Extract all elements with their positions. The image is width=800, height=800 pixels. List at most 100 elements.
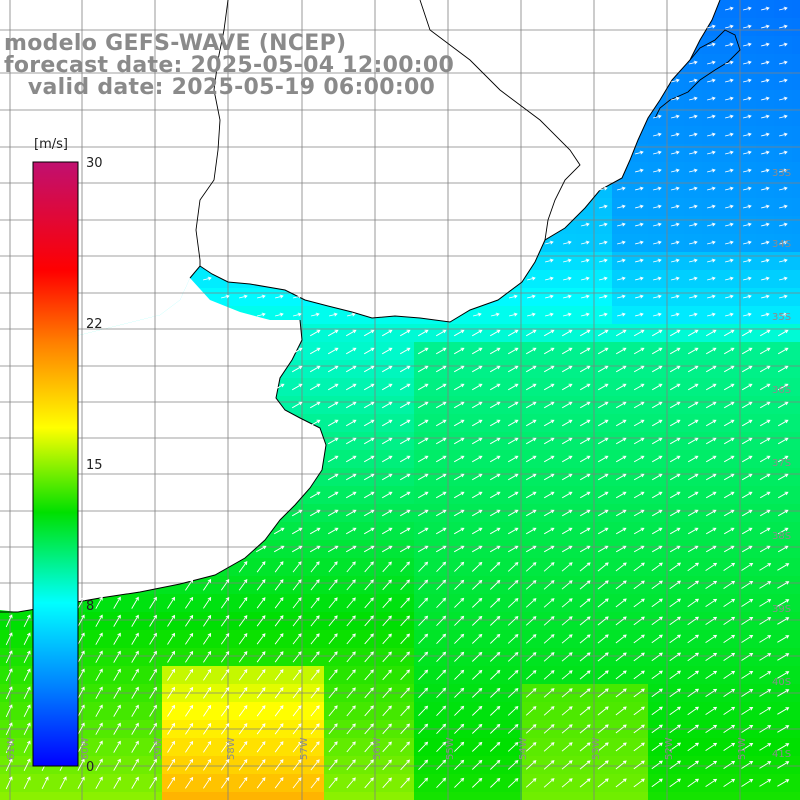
wind-arrow: [310, 579, 320, 591]
wind-arrow: [634, 312, 644, 317]
wind-arrow: [203, 668, 212, 681]
wind-arrow: [274, 615, 284, 627]
wind-arrow: [381, 455, 393, 463]
wind-arrow: [23, 776, 31, 790]
wind-arrow: [489, 419, 501, 427]
wind-arrow: [220, 294, 230, 299]
border-line: [195, 0, 229, 266]
wind-arrow: [256, 312, 266, 317]
wind-arrow: [489, 651, 501, 662]
wind-arrow: [543, 688, 555, 698]
wind-arrow: [346, 705, 356, 717]
wind-arrow: [688, 294, 698, 299]
wind-arrow: [417, 383, 429, 391]
wind-arrow: [256, 759, 266, 771]
wind-arrow: [724, 186, 734, 191]
wind-arrow: [382, 759, 392, 771]
wind-arrow: [292, 705, 302, 717]
wind-arrow: [579, 401, 591, 409]
wind-arrow: [705, 419, 717, 427]
field-cell: [576, 792, 594, 800]
wind-arrow: [291, 527, 303, 535]
wind-arrow: [95, 614, 103, 627]
wind-arrow: [292, 633, 302, 645]
wind-arrow: [345, 527, 357, 535]
wind-arrow: [688, 258, 698, 263]
field-cell: [90, 792, 108, 800]
wind-arrow: [651, 580, 663, 590]
wind-arrow: [363, 347, 375, 355]
wind-arrow: [400, 759, 411, 771]
wind-arrow: [309, 347, 321, 355]
wind-arrow: [561, 562, 573, 572]
wind-arrow: [489, 561, 501, 572]
wind-arrow: [291, 545, 303, 553]
wind-arrow: [436, 669, 447, 681]
wind-arrow: [95, 722, 103, 735]
lon-label: 57W: [299, 737, 310, 760]
wind-arrow: [705, 437, 717, 445]
wind-arrow: [328, 687, 338, 699]
wind-arrow: [131, 650, 139, 663]
wind-arrow: [561, 652, 573, 662]
wind-arrow: [328, 615, 338, 627]
wind-arrow: [687, 724, 700, 734]
wind-arrow: [543, 760, 555, 770]
wind-arrow: [651, 455, 663, 463]
wind-arrow: [777, 743, 790, 751]
wind-arrow: [598, 258, 608, 263]
wind-arrow: [687, 706, 700, 716]
wind-arrow: [256, 669, 266, 681]
wind-arrow: [742, 222, 752, 227]
wind-arrow: [544, 240, 554, 245]
wind-arrow: [742, 240, 752, 245]
wind-arrow: [418, 597, 429, 609]
wind-arrow: [273, 545, 285, 553]
wind-arrow: [149, 758, 157, 771]
wind-arrow: [399, 455, 411, 463]
wind-arrow: [741, 455, 753, 463]
lon-label: 55W: [445, 737, 456, 760]
wind-arrow: [633, 383, 645, 391]
wind-arrow: [706, 240, 716, 245]
wind-arrow: [292, 687, 302, 699]
wind-arrow: [507, 383, 519, 391]
wind-arrow: [597, 545, 609, 553]
wind-arrow: [345, 491, 357, 499]
wind-arrow: [670, 258, 680, 263]
field-cell: [792, 72, 800, 90]
wind-arrow: [615, 545, 627, 553]
wind-arrow: [760, 42, 770, 47]
wind-arrow: [651, 778, 663, 788]
wind-arrow: [507, 615, 519, 626]
wind-arrow: [597, 688, 609, 698]
wind-arrow: [435, 491, 447, 499]
wind-arrow: [615, 562, 627, 572]
wind-arrow: [418, 633, 429, 645]
wind-arrow: [579, 437, 591, 445]
wind-arrow: [543, 329, 555, 337]
wind-arrow: [292, 651, 302, 663]
wind-arrow: [507, 329, 519, 337]
wind-arrow: [597, 491, 609, 499]
wind-arrow: [561, 742, 573, 752]
wind-arrow: [364, 741, 374, 753]
wind-arrow: [399, 545, 411, 553]
field-cell: [594, 792, 612, 800]
wind-arrow: [185, 686, 194, 699]
wind-arrow: [167, 704, 175, 717]
field-cell: [612, 792, 630, 800]
wind-arrow: [669, 437, 681, 445]
wind-arrow: [310, 561, 320, 573]
wind-arrow: [778, 276, 788, 281]
wind-arrow: [778, 42, 788, 47]
wind-arrow: [705, 527, 717, 535]
wind-arrow: [597, 383, 609, 391]
field-cell: [792, 198, 800, 216]
wind-arrow: [95, 704, 103, 717]
wind-arrow: [5, 758, 13, 772]
wind-arrow: [131, 596, 139, 609]
wind-arrow: [220, 596, 230, 609]
wind-arrow: [418, 687, 429, 699]
wind-arrow: [651, 598, 663, 608]
